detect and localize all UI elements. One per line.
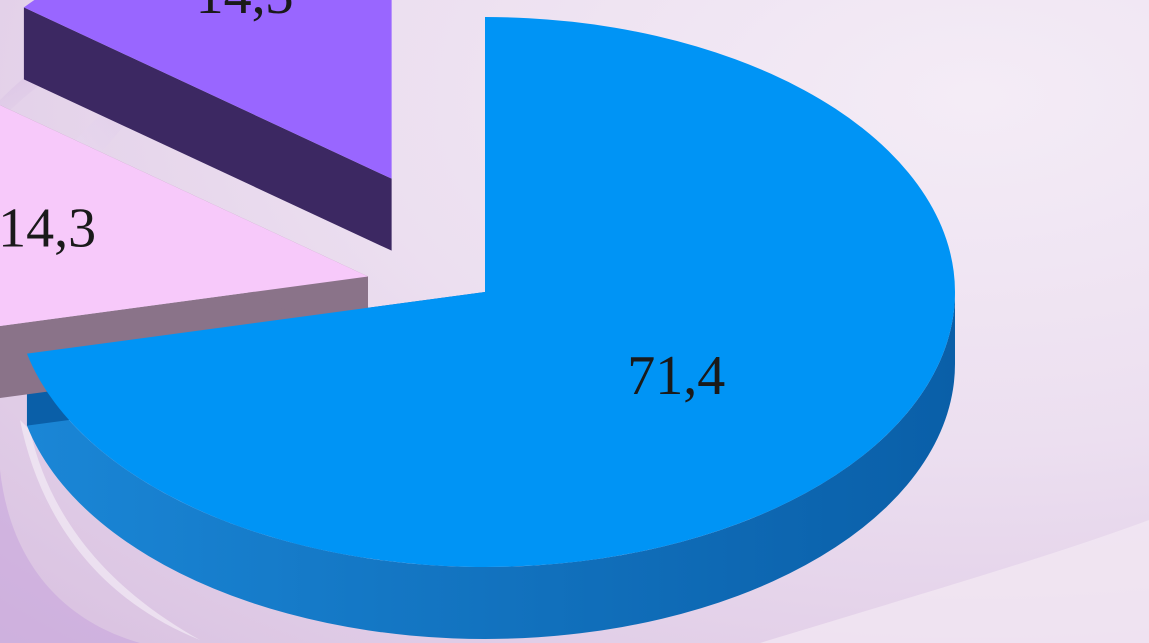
pie-slice-label: 14,3 [196,0,294,26]
pie-slice-top-1 [0,105,368,327]
pie-slice-side-2 [23,7,392,251]
pie-slice-top-0 [26,17,956,567]
pie-slice-label: 14,3 [0,198,96,260]
pie-slice-label: 71,4 [627,345,725,407]
pie-slice-outer-wall [26,292,956,639]
pie-slice-top-2 [23,0,392,179]
pie-slice-cut-wall-0 [23,7,392,251]
